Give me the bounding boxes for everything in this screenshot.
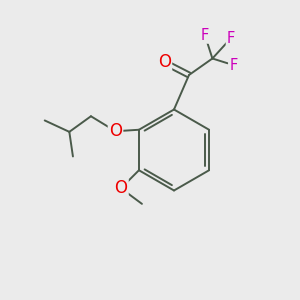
Text: O: O <box>109 122 122 140</box>
Text: O: O <box>158 53 171 71</box>
Text: F: F <box>227 31 235 46</box>
Text: O: O <box>114 179 128 197</box>
Text: F: F <box>201 28 209 43</box>
Text: F: F <box>229 58 238 73</box>
